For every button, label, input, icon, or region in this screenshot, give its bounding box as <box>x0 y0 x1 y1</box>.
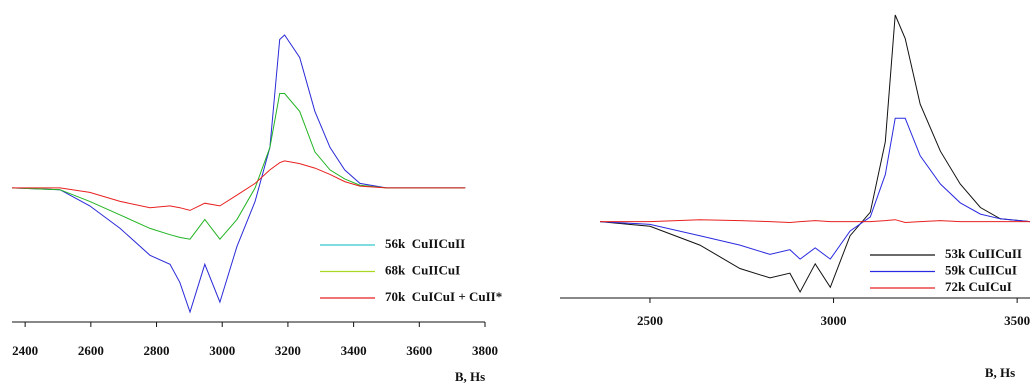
legend-label: 68k CuIICuI <box>385 262 460 277</box>
x-tick-label: 3600 <box>406 343 432 358</box>
legend-label: 70k CuICuI + CuII* <box>385 289 502 304</box>
data-line <box>599 117 1031 260</box>
data-line <box>12 160 466 211</box>
x-tick-label: 2500 <box>637 313 663 328</box>
data-line <box>11 93 466 240</box>
legend-label: 56k CuIICuII <box>385 236 465 251</box>
x-tick-label: 3200 <box>275 343 301 358</box>
x-tick-label: 3000 <box>209 343 235 358</box>
legend-label: 53k CuIICuII <box>945 246 1022 261</box>
x-axis-label: B, Hs <box>985 365 1015 380</box>
x-tick-label: 2800 <box>144 343 170 358</box>
x-tick-label: 3000 <box>821 313 847 328</box>
legend-label: 59k CuIICuI <box>945 262 1017 277</box>
x-tick-label: 3500 <box>1004 313 1030 328</box>
x-tick-label: 2600 <box>78 343 104 358</box>
x-tick-label: 3800 <box>472 343 498 358</box>
x-tick-label: 2400 <box>12 343 38 358</box>
data-line <box>11 34 466 314</box>
x-tick-label: 3400 <box>341 343 367 358</box>
x-axis-label: B, Hs <box>455 369 485 384</box>
data-line <box>600 219 1030 224</box>
legend-label: 72k CuICuI <box>945 279 1012 294</box>
